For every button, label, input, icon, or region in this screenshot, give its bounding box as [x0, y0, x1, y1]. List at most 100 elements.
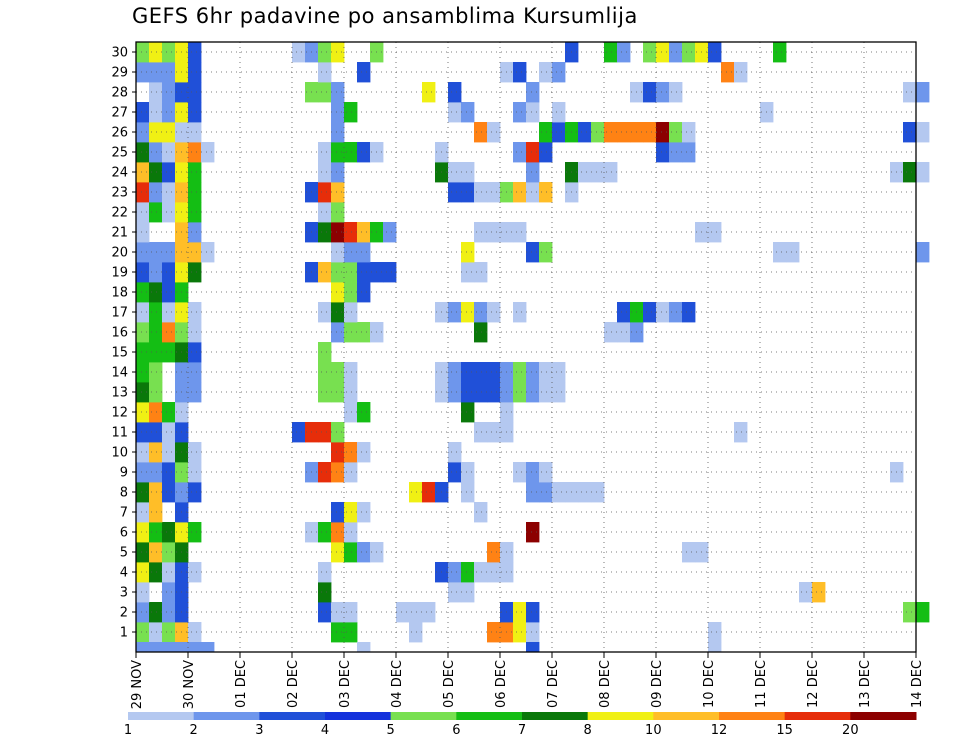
y-tick-label: 21: [111, 226, 128, 241]
heatmap-cell: [149, 442, 163, 463]
x-tick-label: 09 DEC: [650, 660, 665, 708]
heatmap-cell: [188, 382, 202, 403]
x-tick-label: 10 DEC: [702, 660, 717, 708]
heatmap-cell: [136, 222, 150, 243]
legend-label: 3: [255, 723, 263, 738]
heatmap-cell: [344, 142, 358, 163]
legend-label: 7: [518, 723, 526, 738]
legend-swatch: [390, 712, 457, 720]
y-tick-label: 20: [111, 246, 128, 261]
x-tick-label: 14 DEC: [910, 660, 925, 708]
heatmap-cell: [318, 162, 332, 183]
heatmap-cell: [331, 622, 345, 643]
heatmap-cell: [188, 302, 202, 323]
heatmap-cell: [643, 82, 657, 103]
heatmap-cell: [357, 242, 371, 263]
heatmap-cell: [136, 122, 150, 143]
heatmap-cell: [331, 502, 345, 523]
heatmap-cell: [578, 162, 592, 183]
heatmap-cell: [357, 262, 371, 283]
heatmap-cell: [136, 582, 150, 603]
heatmap-cell: [708, 622, 722, 643]
heatmap-cell: [162, 202, 176, 223]
heatmap-cell: [188, 82, 202, 103]
legend-label: 8: [584, 723, 592, 738]
heatmap-cell: [188, 222, 202, 243]
y-tick-label: 26: [111, 126, 128, 141]
heatmap-cell: [682, 542, 696, 563]
heatmap-cell: [513, 62, 527, 83]
heatmap-cell: [461, 102, 475, 123]
y-tick-label: 7: [120, 506, 128, 521]
heatmap-cell: [422, 82, 436, 103]
heatmap-cell: [162, 102, 176, 123]
heatmap-cell: [136, 482, 150, 503]
heatmap-cell: [344, 102, 358, 123]
heatmap-cell: [331, 602, 345, 623]
heatmap-cells: [136, 42, 930, 653]
heatmap-cell: [526, 82, 540, 103]
heatmap-cell: [331, 542, 345, 563]
heatmap-cell: [149, 282, 163, 303]
heatmap-cell: [188, 622, 202, 643]
y-tick-label: 15: [111, 346, 128, 361]
legend-label: 15: [776, 723, 793, 738]
heatmap-cell: [513, 142, 527, 163]
heatmap-cell: [149, 402, 163, 423]
heatmap-cell: [487, 382, 501, 403]
heatmap-cell: [643, 302, 657, 323]
heatmap-cell: [188, 642, 202, 653]
heatmap-cell: [617, 322, 631, 343]
heatmap-cell: [331, 282, 345, 303]
heatmap-cell: [474, 322, 488, 343]
heatmap-cell: [357, 402, 371, 423]
heatmap-cell: [149, 122, 163, 143]
heatmap-cell: [474, 422, 488, 443]
heatmap-cell: [903, 82, 917, 103]
heatmap-cell: [344, 402, 358, 423]
heatmap-cell: [526, 622, 540, 643]
heatmap-cell: [448, 162, 462, 183]
heatmap-cell: [461, 162, 475, 183]
heatmap-cell: [162, 482, 176, 503]
heatmap-cell: [331, 422, 345, 443]
heatmap-cell: [162, 442, 176, 463]
heatmap-cell: [149, 482, 163, 503]
heatmap-cell: [188, 242, 202, 263]
heatmap-cell: [149, 642, 163, 653]
heatmap-cell: [487, 122, 501, 143]
heatmap-cell: [448, 82, 462, 103]
heatmap-cell: [331, 162, 345, 183]
legend-swatch: [259, 712, 326, 720]
legend-swatch: [784, 712, 851, 720]
heatmap-cell: [487, 222, 501, 243]
heatmap-cell: [617, 122, 631, 143]
heatmap-cell: [162, 522, 176, 543]
heatmap-cell: [175, 642, 189, 653]
heatmap-cell: [903, 602, 917, 623]
heatmap-cell: [136, 362, 150, 383]
heatmap-cell: [409, 602, 423, 623]
heatmap-cell: [643, 122, 657, 143]
heatmap-cell: [162, 322, 176, 343]
heatmap-cell: [162, 562, 176, 583]
y-tick-label: 14: [111, 366, 128, 381]
heatmap-cell: [318, 562, 332, 583]
heatmap-cell: [149, 622, 163, 643]
heatmap-cell: [331, 382, 345, 403]
heatmap-cell: [539, 382, 553, 403]
heatmap-cell: [149, 422, 163, 443]
heatmap-cell: [318, 582, 332, 603]
heatmap-cell: [669, 302, 683, 323]
heatmap-cell: [526, 162, 540, 183]
heatmap-cell: [812, 582, 826, 603]
heatmap-cell: [162, 582, 176, 603]
heatmap-cell: [149, 522, 163, 543]
heatmap-cell: [591, 122, 605, 143]
heatmap-cell: [344, 362, 358, 383]
heatmap-cell: [188, 202, 202, 223]
heatmap-cell: [357, 222, 371, 243]
heatmap-cell: [422, 482, 436, 503]
legend-swatch: [456, 712, 523, 720]
heatmap-cell: [318, 142, 332, 163]
